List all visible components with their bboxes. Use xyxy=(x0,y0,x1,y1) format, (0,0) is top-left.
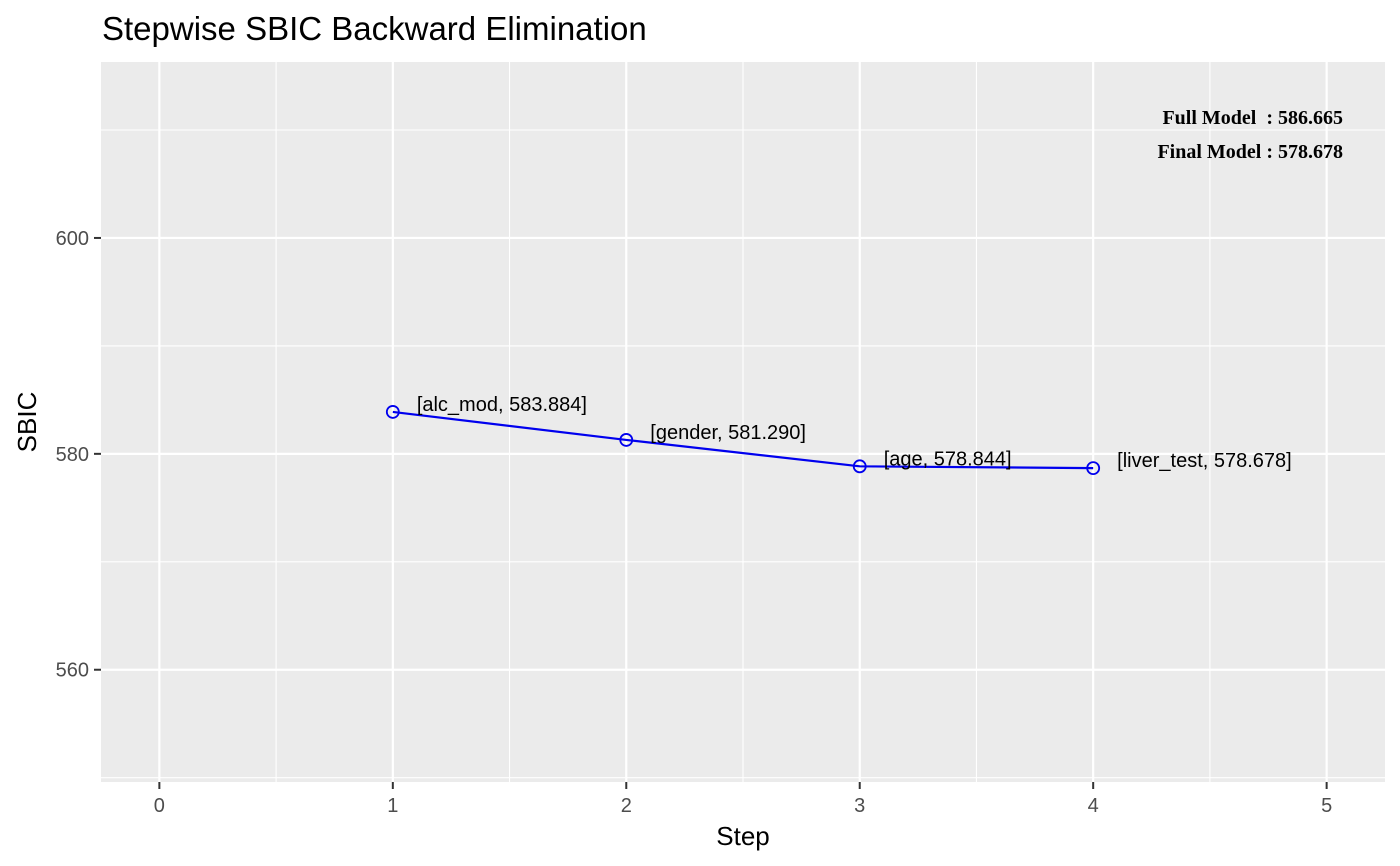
data-label: [age, 578.844] xyxy=(884,448,1012,470)
x-tick-label: 3 xyxy=(854,795,865,817)
data-label: [alc_mod, 583.884] xyxy=(417,394,587,416)
y-axis: 560 580 600 xyxy=(56,228,101,682)
model-annotations: Full Model : 586.665 Final Model : 578.67… xyxy=(1157,107,1343,163)
data-points xyxy=(385,405,1101,476)
data-point xyxy=(385,405,400,419)
y-tick-label: 600 xyxy=(56,228,89,250)
series-line xyxy=(392,410,1094,470)
minor-gridlines xyxy=(101,62,1385,782)
x-axis-title: Step xyxy=(716,821,770,851)
data-label: [liver_test, 578.678] xyxy=(1117,450,1292,472)
data-point xyxy=(1086,461,1101,476)
data-label: [gender, 581.290] xyxy=(650,422,806,444)
x-tick-label: 2 xyxy=(621,795,632,817)
data-point xyxy=(852,459,867,474)
chart-title: Stepwise SBIC Backward Elimination xyxy=(102,10,647,47)
x-tick-label: 5 xyxy=(1321,795,1332,817)
y-tick-label: 560 xyxy=(56,660,89,682)
x-axis: 0 1 2 3 4 5 xyxy=(154,782,1332,817)
data-labels: [alc_mod, 583.884] [gender, 581.290] [age,… xyxy=(417,394,1292,472)
major-gridlines xyxy=(101,62,1385,782)
series-line-group xyxy=(392,410,1094,470)
model-annotation: Full Model : 586.665 xyxy=(1162,107,1343,129)
data-point xyxy=(619,433,634,447)
y-tick-label: 580 xyxy=(56,444,89,466)
x-tick-label: 1 xyxy=(387,795,398,817)
y-axis-title: SBIC xyxy=(12,392,42,453)
model-annotation: Final Model : 578.678 xyxy=(1157,141,1343,163)
x-tick-label: 4 xyxy=(1088,795,1099,817)
x-tick-label: 0 xyxy=(154,795,165,817)
